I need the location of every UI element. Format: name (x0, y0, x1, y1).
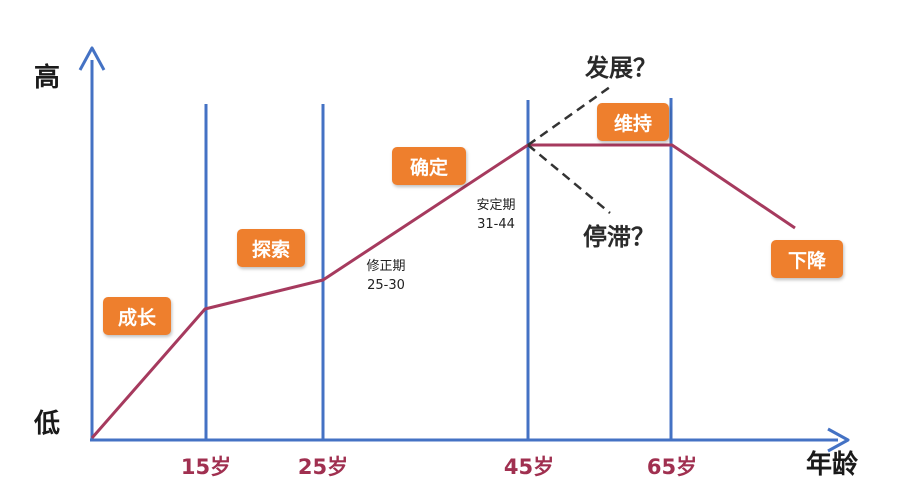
stagnate-dashed-line (527, 144, 611, 214)
stage-box-decline: 下降 (771, 240, 843, 278)
y-axis-arrow-icon (78, 46, 106, 71)
career-curve (90, 143, 796, 439)
stage-box-maintain: 维持 (597, 103, 669, 141)
develop-dashed-line (527, 85, 611, 147)
stagnate-question-label: 停滞？ (583, 223, 655, 251)
x-axis-arrow-icon (827, 427, 850, 453)
develop-question-label: 发展？ (584, 54, 657, 82)
correction-phase-range: 25-30 (367, 278, 405, 293)
y-axis-high-label: 高 (34, 62, 60, 93)
age-label-25: 25岁 (298, 455, 348, 479)
x-axis-label: 年龄 (806, 449, 859, 480)
stage-box-growth: 成长 (103, 297, 171, 335)
y-axis-low-label: 低 (33, 409, 60, 439)
correction-phase-name: 修正期 (366, 259, 405, 274)
stage-box-explore: 探索 (237, 229, 305, 267)
age-label-15: 15岁 (181, 455, 231, 479)
stable-phase-name: 安定期 (476, 198, 515, 213)
stage-box-establish: 确定 (392, 147, 466, 185)
age-label-45: 45岁 (504, 455, 554, 479)
stable-phase-range: 31-44 (477, 217, 515, 232)
age-label-65: 65岁 (647, 455, 697, 479)
